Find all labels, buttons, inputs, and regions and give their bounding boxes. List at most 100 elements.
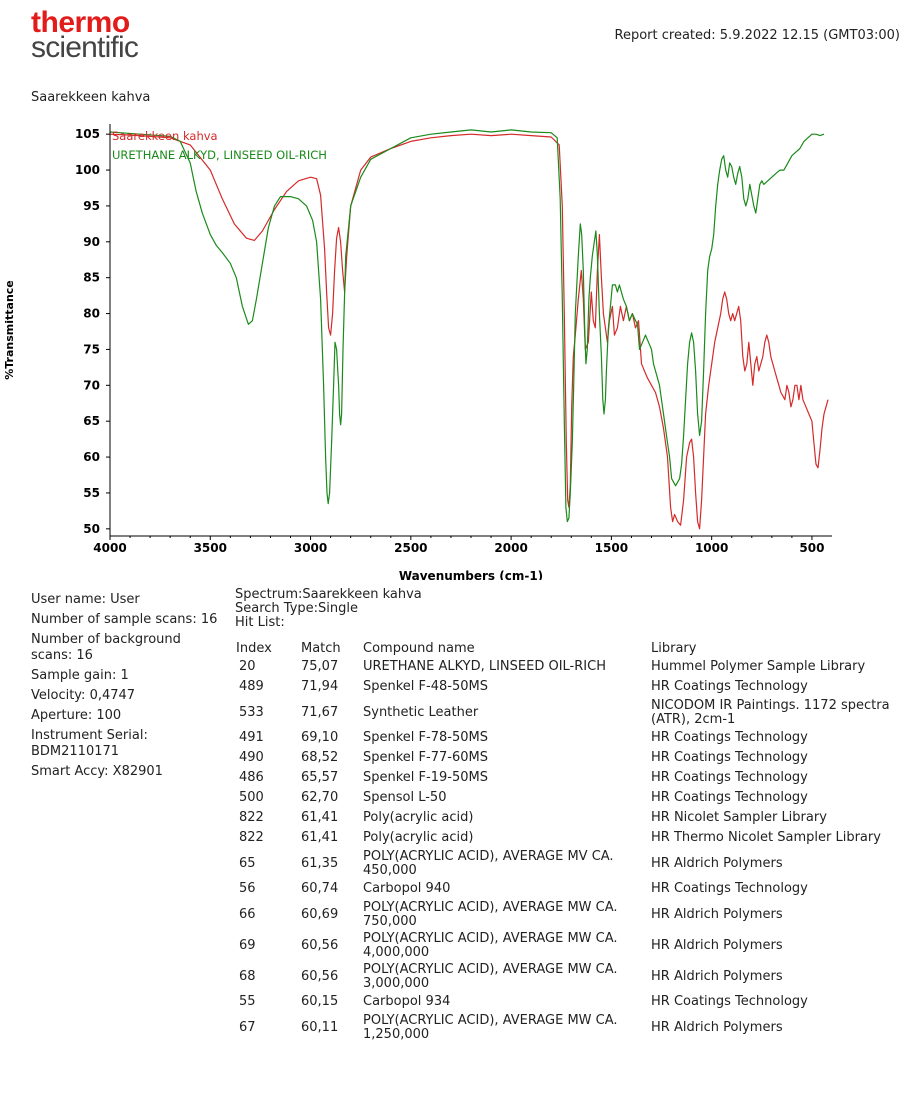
col-library: Library (651, 641, 697, 656)
cell-index: 68 (239, 968, 256, 984)
info-line: Aperture: 100 (31, 708, 122, 723)
cell-library: HR Coatings Technology (651, 730, 808, 745)
table-row[interactable]: 489 71,94 Spenkel F-48-50MS HR Coatings Tec… (233, 677, 914, 697)
cell-compound: URETHANE ALKYD, LINSEED OIL-RICH (363, 659, 606, 674)
hit-list-table: Index Match Compound name Library 20 75,0… (233, 640, 914, 1043)
sample-title: Saarekkeen kahva (31, 90, 151, 105)
table-row[interactable]: 491 69,10 Spenkel F-78-50MS HR Coatings Tec… (233, 728, 914, 748)
col-match: Match (301, 641, 341, 656)
cell-compound: POLY(ACRYLIC ACID), AVERAGE MW CA. 3,000… (363, 961, 618, 991)
table-row[interactable]: 822 61,41 Poly(acrylic acid) HR Nicolet Sam… (233, 808, 914, 828)
cell-library: HR Coatings Technology (651, 790, 808, 805)
instrument-info: User name: User Number of sample scans: 1… (31, 592, 221, 784)
table-row[interactable]: 20 75,07 URETHANE ALKYD, LINSEED OIL-RICH H… (233, 657, 914, 677)
table-row[interactable]: 500 62,70 Spensol L-50 HR Coatings Technolo… (233, 788, 914, 808)
table-row[interactable]: 55 60,15 Carbopol 934 HR Coatings Technolog… (233, 992, 914, 1012)
cell-compound: Spenkel F-19-50MS (363, 770, 488, 785)
x-tick-label: 1000 (695, 541, 728, 555)
table-row[interactable]: 533 71,67 Synthetic Leather NICODOM IR Pain… (233, 697, 914, 728)
table-row[interactable]: 68 60,56 POLY(ACRYLIC ACID), AVERAGE MW CA… (233, 961, 914, 992)
cell-library: HR Aldrich Polymers (651, 1019, 783, 1035)
y-tick-label: 100 (75, 163, 100, 177)
y-tick-label: 90 (83, 235, 100, 249)
cell-match: 65,57 (301, 770, 339, 785)
cell-library: HR Coatings Technology (651, 770, 808, 785)
logo-line-thermo: thermo (31, 6, 130, 39)
cell-index: 69 (239, 937, 256, 953)
cell-compound: POLY(ACRYLIC ACID), AVERAGE MW CA. 4,000… (363, 930, 618, 960)
cell-library: HR Aldrich Polymers (651, 968, 783, 984)
x-tick-label: 2500 (394, 541, 427, 555)
table-row[interactable]: 486 65,57 Spenkel F-19-50MS HR Coatings Tec… (233, 768, 914, 788)
x-tick-label: 1500 (595, 541, 628, 555)
cell-library: Hummel Polymer Sample Library (651, 659, 866, 674)
y-tick-label: 105 (75, 127, 100, 141)
x-tick-label: 500 (799, 541, 824, 555)
y-tick-label: 75 (83, 342, 100, 356)
y-tick-label: 80 (83, 307, 100, 321)
y-tick-label: 85 (83, 271, 100, 285)
info-line: Instrument Serial: BDM2110171 (31, 728, 148, 759)
cell-match: 60,69 (301, 906, 339, 922)
cell-compound: POLY(ACRYLIC ACID), AVERAGE MW CA. 750,0… (363, 899, 618, 929)
cell-library: HR Aldrich Polymers (651, 906, 783, 922)
cell-index: 822 (239, 830, 264, 845)
cell-library: HR Coatings Technology (651, 750, 808, 765)
x-tick-label: 2000 (494, 541, 527, 555)
cell-index: 486 (239, 770, 264, 785)
cell-compound: POLY(ACRYLIC ACID), AVERAGE MV CA. 450,0… (363, 848, 614, 878)
table-row[interactable]: 66 60,69 POLY(ACRYLIC ACID), AVERAGE MW CA… (233, 899, 914, 930)
info-line: Velocity: 0,4747 (31, 688, 136, 703)
thermo-scientific-logo: thermo scientific (31, 6, 139, 64)
hit-list-label: Hit List: (235, 615, 285, 630)
cell-compound: Poly(acrylic acid) (363, 830, 474, 845)
info-line: User name: User (31, 592, 140, 607)
cell-index: 65 (239, 855, 256, 871)
cell-compound: Synthetic Leather (363, 704, 479, 720)
cell-library: HR Coatings Technology (651, 679, 808, 694)
cell-compound: Spensol L-50 (363, 790, 447, 805)
cell-match: 61,41 (301, 810, 339, 825)
table-row[interactable]: 69 60,56 POLY(ACRYLIC ACID), AVERAGE MW CA… (233, 930, 914, 961)
cell-index: 67 (239, 1019, 256, 1035)
cell-compound: Spenkel F-77-60MS (363, 750, 488, 765)
cell-index: 822 (239, 810, 264, 825)
cell-match: 71,94 (301, 679, 339, 694)
cell-match: 68,52 (301, 750, 339, 765)
spectrum-chart: 50 55 60 65 70 75 80 85 90 95 100 105 4000 3500 3000 25… (3, 124, 832, 580)
cell-compound: Spenkel F-48-50MS (363, 679, 488, 694)
cell-index: 489 (239, 679, 264, 694)
y-tick-label: 70 (83, 378, 100, 392)
cell-index: 491 (239, 730, 264, 745)
y-axis-label: %Transmittance (3, 280, 16, 380)
table-row[interactable]: 490 68,52 Spenkel F-77-60MS HR Coatings Tec… (233, 748, 914, 768)
cell-match: 60,11 (301, 1019, 339, 1035)
y-tick-label: 50 (83, 522, 100, 536)
cell-match: 62,70 (301, 790, 339, 805)
legend-entry: Saarekkeen kahva (112, 129, 218, 143)
report-created: Report created: 5.9.2022 12.15 (GMT03:00… (614, 28, 900, 43)
cell-match: 61,41 (301, 830, 339, 845)
table-row[interactable]: 56 60,74 Carbopol 940 HR Coatings Technolog… (233, 879, 914, 899)
hit-table-header: Index Match Compound name Library (233, 640, 914, 657)
col-compound: Compound name (363, 641, 475, 656)
table-row[interactable]: 67 60,11 POLY(ACRYLIC ACID), AVERAGE MW CA… (233, 1012, 914, 1043)
col-index: Index (236, 641, 272, 656)
cell-compound: Spenkel F-78-50MS (363, 730, 488, 745)
x-tick-label: 3000 (294, 541, 327, 555)
cell-match: 60,15 (301, 994, 339, 1009)
logo-line-scientific: scientific (31, 31, 139, 64)
cell-index: 20 (239, 659, 256, 674)
cell-compound: Carbopol 934 (363, 994, 451, 1009)
y-tick-label: 95 (83, 199, 100, 213)
x-tick-label: 4000 (93, 541, 126, 555)
cell-library: NICODOM IR Paintings. 1172 spectra (ATR)… (651, 697, 890, 727)
cell-index: 55 (239, 994, 256, 1009)
table-row[interactable]: 822 61,41 Poly(acrylic acid) HR Thermo Nico… (233, 828, 914, 848)
cell-match: 60,74 (301, 881, 339, 896)
cell-index: 533 (239, 704, 264, 720)
cell-library: HR Coatings Technology (651, 881, 808, 896)
cell-library: HR Aldrich Polymers (651, 855, 783, 871)
table-row[interactable]: 65 61,35 POLY(ACRYLIC ACID), AVERAGE MV CA… (233, 848, 914, 879)
cell-match: 60,56 (301, 937, 339, 953)
